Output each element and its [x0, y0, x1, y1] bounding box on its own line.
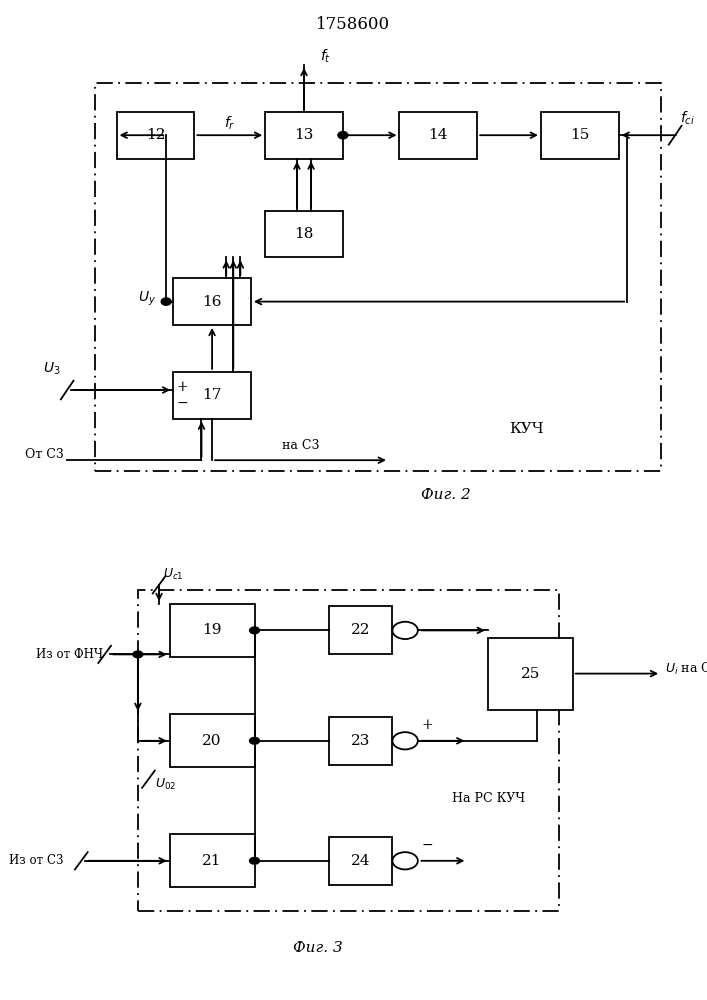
Circle shape — [392, 852, 418, 869]
Bar — [399, 112, 477, 159]
Circle shape — [392, 622, 418, 639]
Bar — [173, 278, 251, 325]
Bar — [329, 837, 392, 885]
Text: $U_i$ на С3: $U_i$ на С3 — [665, 661, 707, 677]
Text: 15: 15 — [570, 128, 590, 142]
Bar — [138, 590, 559, 911]
Bar — [265, 112, 343, 159]
Text: Фиг. 2: Фиг. 2 — [421, 488, 470, 502]
Bar — [329, 717, 392, 765]
Bar — [117, 112, 194, 159]
Text: 19: 19 — [202, 623, 222, 637]
Text: От С3: От С3 — [25, 448, 64, 462]
Text: 1758600: 1758600 — [317, 16, 390, 33]
Bar — [173, 372, 251, 419]
Circle shape — [250, 627, 259, 634]
Text: $f_t$: $f_t$ — [320, 48, 331, 65]
Circle shape — [133, 651, 143, 658]
Text: Из от ФНЧ: Из от ФНЧ — [35, 648, 103, 661]
Bar — [265, 211, 343, 257]
Text: $U_{02}$: $U_{02}$ — [156, 777, 177, 792]
Text: 25: 25 — [520, 667, 540, 681]
Text: +: + — [421, 718, 433, 732]
Text: КУЧ: КУЧ — [509, 422, 544, 436]
Text: $U_y$: $U_y$ — [137, 290, 156, 308]
Text: −: − — [177, 396, 188, 410]
Text: 12: 12 — [146, 128, 165, 142]
Text: $U_{c1}$: $U_{c1}$ — [163, 567, 183, 582]
Circle shape — [161, 298, 171, 305]
Circle shape — [250, 737, 259, 744]
Circle shape — [338, 132, 348, 139]
Text: $f_{ci}$: $f_{ci}$ — [680, 110, 695, 127]
Text: 18: 18 — [294, 227, 314, 241]
Bar — [170, 604, 255, 657]
Bar — [95, 83, 661, 471]
Text: 14: 14 — [428, 128, 448, 142]
Bar — [541, 112, 619, 159]
Text: 23: 23 — [351, 734, 370, 748]
Circle shape — [392, 732, 418, 749]
Text: Фиг. 3: Фиг. 3 — [293, 941, 343, 955]
Text: $f_r$: $f_r$ — [224, 114, 235, 132]
Bar — [488, 638, 573, 710]
Text: 22: 22 — [351, 623, 370, 637]
Text: На РС КУЧ: На РС КУЧ — [452, 792, 525, 805]
Text: 16: 16 — [202, 295, 222, 309]
Circle shape — [250, 857, 259, 864]
Text: 21: 21 — [202, 854, 222, 868]
Text: 17: 17 — [202, 388, 222, 402]
Text: Из от С3: Из от С3 — [9, 854, 64, 867]
Bar — [170, 714, 255, 767]
Bar — [329, 606, 392, 654]
Bar — [170, 834, 255, 887]
Text: $U_3$: $U_3$ — [42, 361, 60, 377]
Text: 24: 24 — [351, 854, 370, 868]
Text: −: − — [421, 838, 433, 852]
Text: на С3: на С3 — [281, 439, 320, 452]
Text: 20: 20 — [202, 734, 222, 748]
Text: 13: 13 — [294, 128, 314, 142]
Text: +: + — [177, 380, 188, 394]
